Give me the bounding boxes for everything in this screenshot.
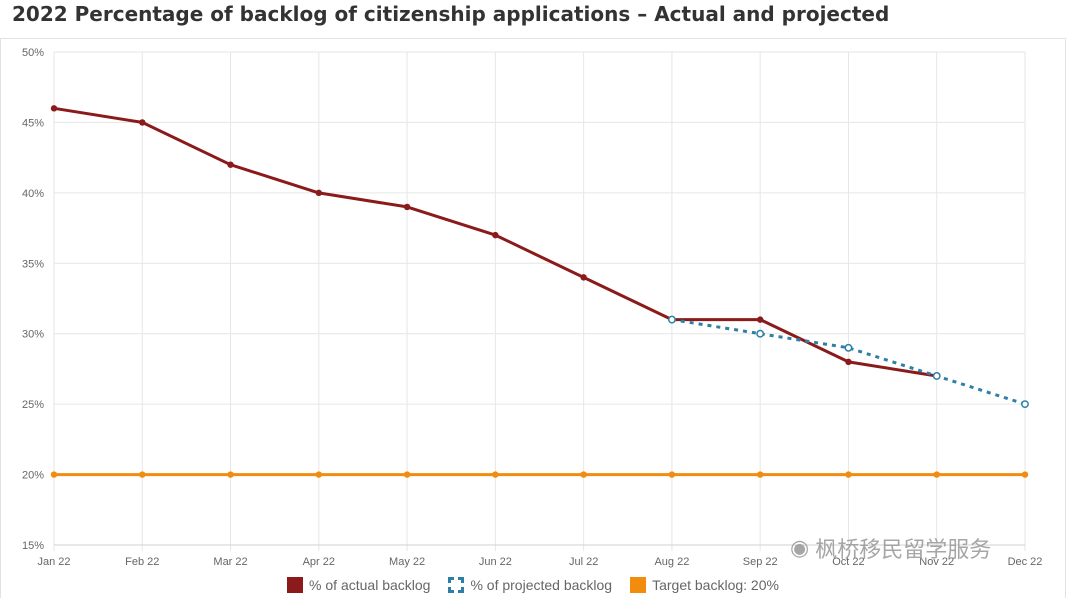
data-point-projected [932,372,941,380]
x-tick-label: Nov 22 [919,556,954,568]
x-tick-label: Jan 22 [37,556,70,568]
x-tick-label: Oct 22 [832,556,864,568]
y-tick-label: 40% [22,188,44,200]
legend-label-projected: % of projected backlog [470,577,613,593]
data-point-target [845,471,852,478]
legend-swatch-actual [287,577,304,593]
x-tick-label: Feb 22 [125,556,159,568]
data-point-target [580,471,587,478]
y-tick-label: 25% [22,399,44,411]
data-point-target [668,471,676,478]
watermark: ◉ 枫桥移民留学服务 [790,532,991,564]
data-point-actual [756,316,764,323]
data-point-projected [1021,400,1029,409]
chart-title: 2022 Percentage of backlog of citizenshi… [12,2,890,26]
data-point-target [403,471,411,478]
x-tick-label: Sep 22 [743,556,778,568]
legend-swatch-target [630,577,647,593]
x-tick-label: Apr 22 [303,556,335,568]
data-point-actual [50,105,58,112]
data-point-target [933,471,940,478]
data-point-actual [139,119,146,126]
legend-item-actual[interactable]: % of actual backlog [287,575,430,595]
data-point-actual [315,189,323,197]
x-tick-label: Aug 22 [654,556,689,568]
data-point-target [50,471,58,478]
x-tick-label: May 22 [389,556,425,568]
chart-frame [0,38,1066,598]
x-tick-label: Jul 22 [569,556,598,568]
data-point-projected [844,343,853,352]
legend-label-target: Target backlog: 20% [652,577,779,593]
data-point-projected [667,315,676,324]
line-chart: 15% 20% 25% 30% 35% 40% 45% 50% Jan 22 Feb 22 Mar … [22,47,1043,568]
x-tick-label: Jun 22 [479,556,512,568]
legend: % of actual backlog % of projected backl… [0,575,1066,595]
data-point-target [756,471,764,478]
data-point-target [139,471,146,478]
data-point-target [1021,471,1029,478]
data-point-actual [492,231,499,239]
y-tick-label: 35% [22,258,44,270]
data-point-target [227,471,234,478]
watermark-text: 枫桥移民留学服务 [815,538,992,563]
y-tick-label: 20% [22,470,44,482]
y-tick-label: 45% [22,117,44,129]
data-point-target [492,471,499,478]
legend-swatch-projected [448,577,465,593]
data-point-actual [580,274,587,281]
data-point-actual [403,203,411,211]
data-point-projected [756,329,765,338]
data-point-actual [227,161,234,168]
y-tick-label: 50% [22,47,44,59]
legend-item-projected[interactable]: % of projected backlog [448,575,612,595]
y-tick-label: 30% [22,329,44,341]
wechat-icon: ◉ [790,535,810,561]
x-tick-label: Dec 22 [1008,556,1043,568]
x-tick-label: Mar 22 [213,556,247,568]
data-point-actual [845,358,852,366]
y-tick-label: 15% [22,540,44,552]
legend-item-target[interactable]: Target backlog: 20% [630,575,779,595]
legend-label-actual: % of actual backlog [309,577,431,593]
data-point-target [315,471,323,478]
